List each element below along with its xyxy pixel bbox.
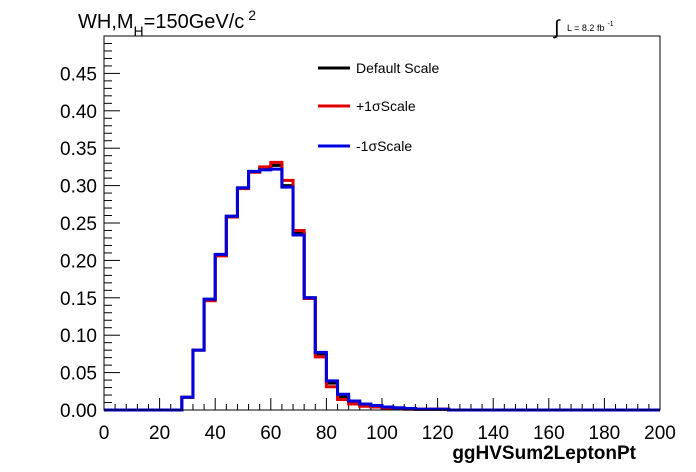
x-tick-label: 120 — [422, 423, 454, 444]
x-tick-label: 0 — [99, 423, 110, 444]
y-tick-label: 0.35 — [60, 139, 97, 160]
chart-title: WH,MH=150GeV/c 2 — [78, 7, 256, 39]
x-tick-label: 100 — [366, 423, 398, 444]
lumi-integral-symbol: ∫ — [553, 17, 561, 39]
x-tick-label: 20 — [149, 423, 170, 444]
y-tick-label: 0.05 — [60, 364, 97, 385]
y-tick-labels: 0.00 0.05 0.10 0.15 0.20 0.25 0.30 0.35 0.40 0.45 — [60, 64, 97, 422]
y-tick-label: 0.25 — [60, 214, 97, 235]
title-subscript: H — [134, 23, 144, 39]
axis-ticks — [103, 35, 661, 411]
x-tick-label: 140 — [477, 423, 509, 444]
y-tick-label: 0.00 — [60, 401, 97, 422]
y-tick-label: 0.15 — [60, 289, 97, 310]
legend: Default Scale +1σScale -1σScale — [318, 60, 439, 154]
y-tick-label: 0.30 — [60, 177, 97, 198]
x-tick-labels: 0 20 40 60 80 100 120 140 160 180 200 — [99, 423, 676, 444]
x-tick-label: 80 — [316, 423, 337, 444]
x-tick-label: 60 — [260, 423, 281, 444]
x-tick-label: 200 — [644, 423, 676, 444]
y-tick-label: 0.20 — [60, 251, 97, 272]
x-axis-label: ggHVSum2LeptonPt — [452, 443, 636, 464]
plot-frame — [103, 35, 661, 411]
x-tick-label: 160 — [533, 423, 565, 444]
lumi-label: L = 8.2 fb -1 — [567, 21, 614, 33]
y-tick-label: 0.45 — [60, 64, 97, 85]
lumi-text: L = 8.2 fb — [567, 23, 604, 33]
x-tick-label: 180 — [589, 423, 621, 444]
lumi-superscript: -1 — [607, 21, 613, 28]
title-rest: =150GeV/c — [144, 11, 245, 33]
legend-label-1: Default Scale — [356, 60, 439, 76]
y-tick-label: 0.40 — [60, 102, 97, 123]
legend-label-3: -1σScale — [356, 138, 412, 154]
y-tick-label: 0.10 — [60, 326, 97, 347]
title-main: WH,M — [78, 11, 134, 33]
x-tick-label: 40 — [205, 423, 226, 444]
legend-label-2: +1σScale — [356, 98, 416, 114]
title-superscript: 2 — [248, 7, 256, 23]
